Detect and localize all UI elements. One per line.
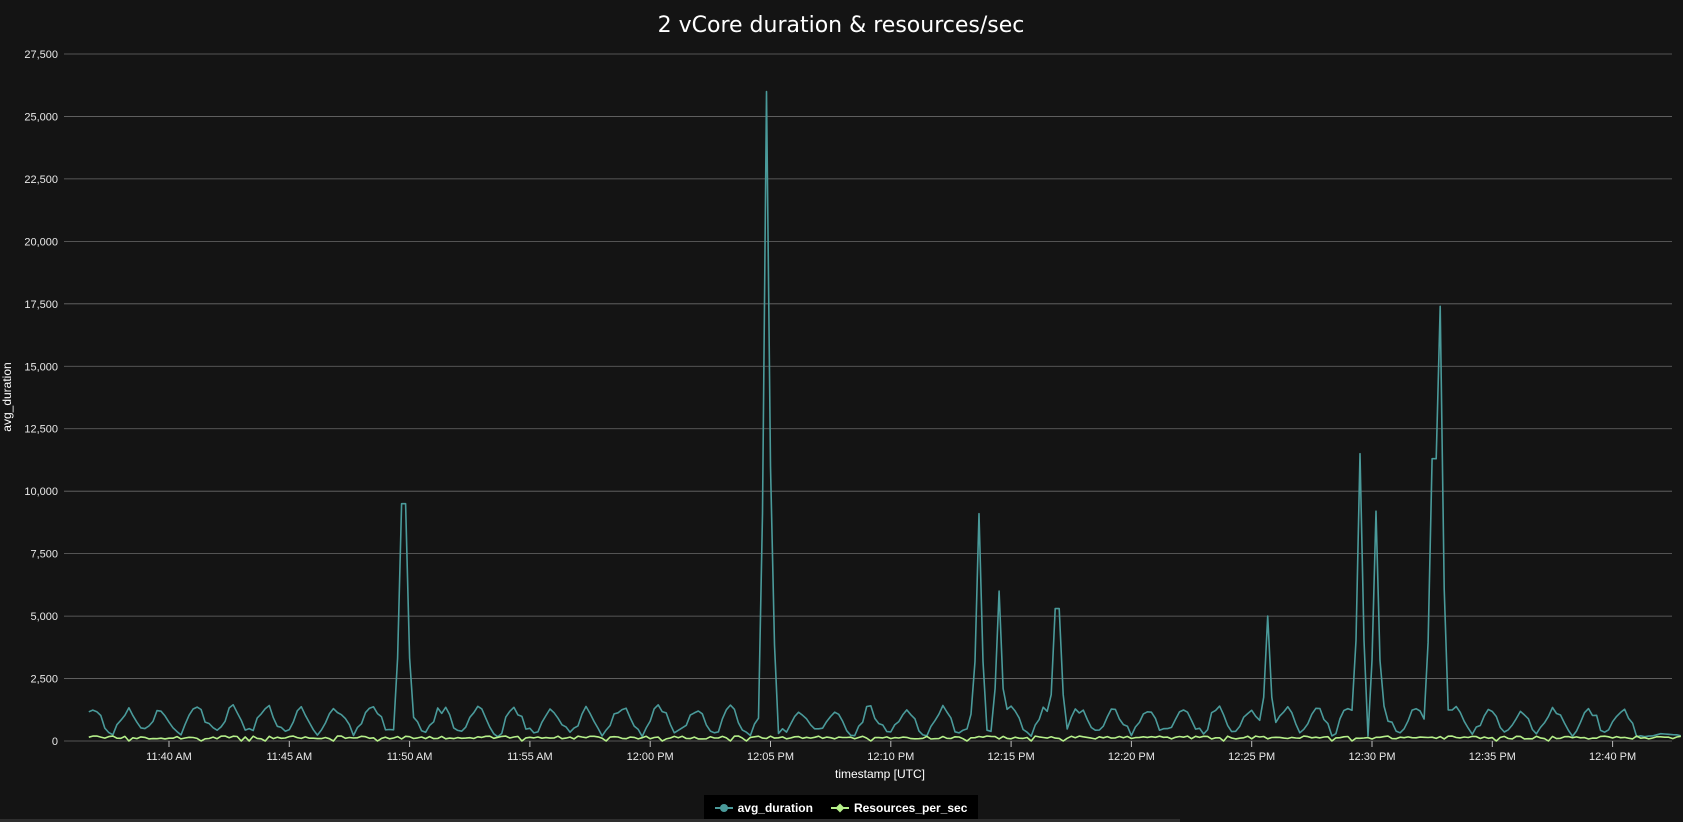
x-tick-label: 12:15 PM <box>988 751 1035 763</box>
legend-item-resources-per-sec[interactable]: Resources_per_sec <box>830 801 968 815</box>
y-tick-label: 25,000 <box>24 111 58 123</box>
x-tick-label: 12:20 PM <box>1108 751 1155 763</box>
series-lines <box>88 90 1681 742</box>
y-axis-title: avg_duration <box>0 362 14 431</box>
x-tick-label: 11:40 AM <box>146 751 192 763</box>
x-tick-label: 12:25 PM <box>1228 751 1275 763</box>
y-tick-label: 20,000 <box>24 236 58 248</box>
series-line-avg-duration <box>88 90 1681 738</box>
y-tick-label: 22,500 <box>24 174 58 186</box>
y-tick-label: 10,000 <box>24 486 58 498</box>
x-tick-label: 12:05 PM <box>747 751 794 763</box>
x-tick-label: 11:55 AM <box>507 751 553 763</box>
x-tick-label: 12:35 PM <box>1469 751 1516 763</box>
y-tick-label: 27,500 <box>24 49 58 61</box>
legend-item-avg-duration[interactable]: avg_duration <box>714 801 813 815</box>
y-axis-ticks: 0 2,500 5,000 7,500 10,000 12,500 15,000 17,500… <box>24 49 58 748</box>
y-tick-label: 7,500 <box>30 549 58 561</box>
x-tick-label: 12:30 PM <box>1348 751 1395 763</box>
divider <box>0 819 1180 822</box>
x-tick-label: 12:00 PM <box>627 751 674 763</box>
x-tick-label: 11:45 AM <box>266 751 312 763</box>
circle-marker-icon <box>714 803 733 813</box>
x-tick-label: 12:10 PM <box>867 751 914 763</box>
y-tick-label: 12,500 <box>24 424 58 436</box>
y-tick-label: 17,500 <box>24 299 58 311</box>
series-line-resources-per-sec <box>88 735 1681 742</box>
grid-lines <box>64 53 1672 742</box>
x-tick-label: 11:50 AM <box>387 751 433 763</box>
chart-title: 2 vCore duration & resources/sec <box>658 13 1025 38</box>
x-axis-title: timestamp [UTC] <box>835 767 925 781</box>
legend-label-avg-duration: avg_duration <box>737 801 813 815</box>
y-tick-label: 2,500 <box>30 674 58 686</box>
legend-label-resources-per-sec: Resources_per_sec <box>853 801 968 815</box>
y-tick-label: 0 <box>52 736 58 748</box>
y-tick-label: 15,000 <box>24 361 58 373</box>
legend: avg_duration Resources_per_sec <box>704 795 978 821</box>
x-tick-label: 12:40 PM <box>1589 751 1636 763</box>
y-tick-label: 5,000 <box>30 611 58 623</box>
diamond-marker-icon <box>830 803 849 813</box>
x-axis-ticks: 11:40 AM 11:45 AM 11:50 AM 11:55 AM 12:00 PM… <box>146 741 1636 763</box>
